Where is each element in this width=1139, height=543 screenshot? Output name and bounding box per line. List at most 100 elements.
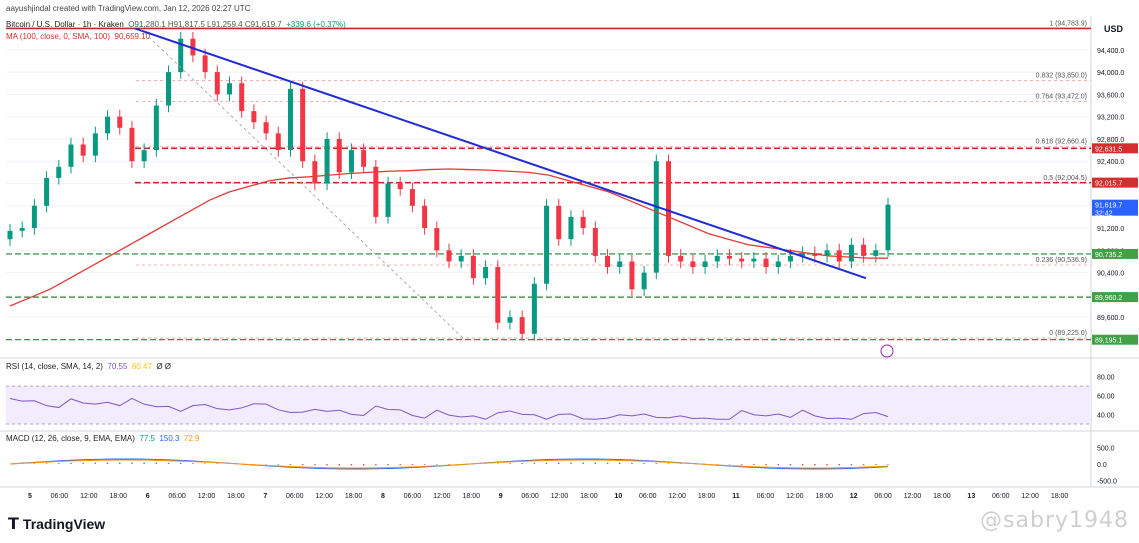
time-tick-label: 18:00 xyxy=(698,493,716,500)
candle-body xyxy=(336,138,342,173)
candle-body xyxy=(166,72,172,106)
fib-level-label: 0.236 (90,536.9) xyxy=(1036,257,1087,264)
author-line: aayushjindal created with TradingView.co… xyxy=(6,4,251,13)
candle-body xyxy=(726,255,732,259)
fib-diagonal xyxy=(139,28,464,339)
candle-body xyxy=(153,105,159,151)
candle-body xyxy=(68,144,74,167)
time-tick-label: 12:00 xyxy=(551,493,569,500)
candle-body xyxy=(873,250,879,256)
ma-legend: MA (100, close, 0, SMA, 100) 90,659.10 xyxy=(6,32,150,41)
rsi-label: RSI (14, close, SMA, 14, 2) xyxy=(6,362,103,371)
candle-body xyxy=(105,116,111,134)
price-tick-label: 89,600.0 xyxy=(1097,315,1124,322)
candle-body xyxy=(324,138,330,184)
rsi-line xyxy=(9,397,889,420)
trend-line xyxy=(134,27,867,280)
brand-logo[interactable]: 𝗧 TradingView xyxy=(8,514,105,534)
price-change: +339.6 (+0.37%) xyxy=(286,20,346,29)
signal-line xyxy=(9,459,889,469)
candle-body xyxy=(507,317,513,323)
ma-label: MA (100, close, 0, SMA, 100) xyxy=(6,32,111,41)
lightning-icon xyxy=(880,344,894,358)
candle-body xyxy=(251,111,257,123)
brand-name: TradingView xyxy=(22,516,106,532)
candle-body xyxy=(348,150,354,173)
macd-tick-label: -500.0 xyxy=(1097,479,1117,486)
watermark: @sabry1948 xyxy=(980,508,1129,533)
candle-body xyxy=(568,216,574,240)
time-tick-label: 18:00 xyxy=(227,493,245,500)
candle-body xyxy=(690,261,696,268)
time-tick-label: 12:00 xyxy=(198,493,216,500)
price-badge xyxy=(1092,177,1138,188)
candle-body xyxy=(409,189,415,206)
candle-body xyxy=(202,55,208,73)
candle-body xyxy=(629,261,635,290)
time-tick-label: 5 xyxy=(28,493,32,500)
fib-level-label: 0.832 (93,850.0) xyxy=(1036,72,1087,79)
time-tick-label: 7 xyxy=(263,493,267,500)
candle-body xyxy=(641,272,647,290)
candle-body xyxy=(824,250,830,256)
time-tick-label: 11 xyxy=(732,493,740,500)
candle-body xyxy=(446,250,452,262)
price-badge xyxy=(1092,248,1138,259)
time-tick-label: 06:00 xyxy=(168,493,186,500)
candle-body xyxy=(787,255,793,262)
price-badge-label: 92,631.5 xyxy=(1095,146,1122,153)
fib-level-label: 0 (89,225.0) xyxy=(1049,330,1087,337)
candle-body xyxy=(739,258,745,262)
candle-body xyxy=(31,205,37,229)
candle-body xyxy=(848,244,854,262)
candle-body xyxy=(373,166,379,217)
time-tick-label: 6 xyxy=(146,493,150,500)
fib-level-label: 0.764 (93,472.0) xyxy=(1036,94,1087,101)
price-badge-label: 89,960.2 xyxy=(1095,295,1122,302)
candle-body xyxy=(556,205,562,240)
time-tick-label: 12:00 xyxy=(433,493,451,500)
macd-label: MACD (12, 26, close, 9, EMA, EMA) xyxy=(6,434,135,443)
macd-legend: MACD (12, 26, close, 9, EMA, EMA) 77.5 1… xyxy=(6,434,199,443)
candle-body xyxy=(239,83,245,112)
time-tick-label: 13 xyxy=(967,493,975,500)
price-tick-label: 93,600.0 xyxy=(1097,92,1124,99)
ma100-line xyxy=(9,168,889,307)
time-tick-label: 06:00 xyxy=(874,493,892,500)
candle-body xyxy=(80,144,86,156)
candle-body xyxy=(312,161,318,184)
ma-value: 90,659.10 xyxy=(114,32,151,41)
candle-body xyxy=(519,317,525,334)
candle-body xyxy=(422,205,428,229)
candle-body xyxy=(861,244,867,256)
price-badge-label: 90,735.2 xyxy=(1095,252,1122,259)
time-tick-label: 18:00 xyxy=(345,493,363,500)
time-tick-label: 18:00 xyxy=(933,493,951,500)
time-tick-label: 06:00 xyxy=(992,493,1010,500)
price-tick-label: 92,400.0 xyxy=(1097,159,1124,166)
candle-body xyxy=(300,88,306,162)
candle-body xyxy=(190,38,196,56)
candle-body xyxy=(287,88,293,151)
time-tick-label: 12:00 xyxy=(80,493,98,500)
rsi-ma-value: 60.47 xyxy=(131,362,152,371)
candle-body xyxy=(385,183,391,217)
time-tick-label: 12 xyxy=(850,493,858,500)
candle-body xyxy=(117,116,123,128)
candle-body xyxy=(617,261,623,268)
candle-body xyxy=(470,255,476,279)
candle-body xyxy=(775,261,781,268)
rsi-legend: RSI (14, close, SMA, 14, 2) 70.55 60.47 … xyxy=(6,362,171,371)
candle-body xyxy=(751,258,757,262)
candle-body xyxy=(483,267,489,279)
price-badge xyxy=(1092,199,1138,216)
candle-body xyxy=(7,230,13,240)
time-tick-label: 18:00 xyxy=(1051,493,1069,500)
candle-body xyxy=(56,166,62,178)
ohlc-values: O91,280.1 H91,817.5 L91,259.4 C91,619.7 xyxy=(128,20,282,29)
rsi-value: 70.55 xyxy=(107,362,128,371)
candle-body xyxy=(592,228,598,256)
time-tick-label: 06:00 xyxy=(51,493,69,500)
macd-v2: 150.3 xyxy=(159,434,180,443)
